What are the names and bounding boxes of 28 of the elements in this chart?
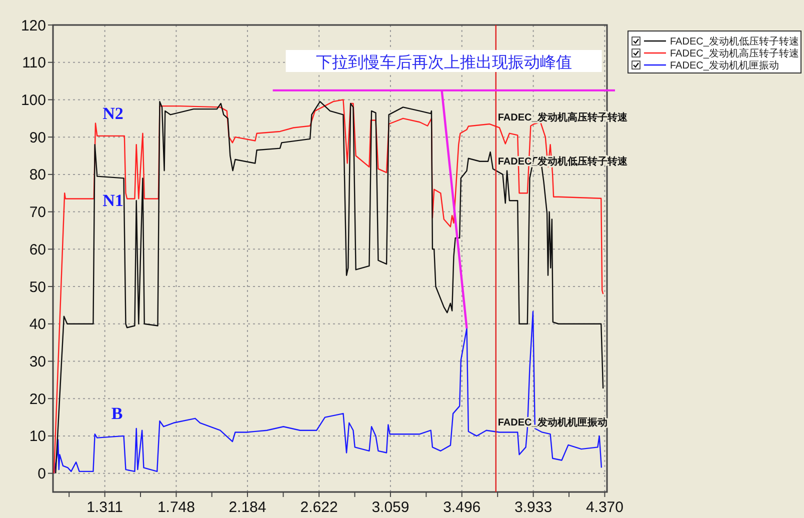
x-tick-label: 2.622 xyxy=(300,499,338,516)
x-tick-label: 2.184 xyxy=(228,499,266,516)
y-tick-label: 80 xyxy=(29,166,46,184)
x-tick-label: 3.933 xyxy=(514,499,552,516)
y-tick-label: 60 xyxy=(29,241,46,258)
y-tick-label: 50 xyxy=(29,278,46,296)
y-tick-label: 0 xyxy=(38,466,46,483)
y-tick-label: 70 xyxy=(29,204,46,222)
annotation: 下拉到慢车后再次上推出现振动峰值 xyxy=(316,54,572,72)
x-tick-label: 4.370 xyxy=(586,499,624,516)
annotation: N2 xyxy=(102,104,124,123)
annotation: N1 xyxy=(102,190,124,210)
legend-label: FADEC_发动机低压转子转速 xyxy=(670,36,799,48)
x-tick-label: 3.059 xyxy=(372,499,410,516)
x-tick-label: 1.748 xyxy=(157,499,195,516)
y-tick-label: 20 xyxy=(29,390,46,408)
y-tick-label: 40 xyxy=(29,316,46,334)
y-tick-label: 30 xyxy=(29,353,46,370)
y-tick-label: 120 xyxy=(20,17,46,34)
legend-label: FADEC_发动机高压转子转速 xyxy=(670,48,799,60)
y-tick-label: 90 xyxy=(29,129,46,146)
legend-label: FADEC_发动机机匣振动 xyxy=(670,60,779,72)
y-tick-label: 110 xyxy=(22,54,46,72)
x-tick-label: 3.496 xyxy=(443,499,481,516)
y-tick-label: 10 xyxy=(29,428,46,446)
annotation: B xyxy=(111,404,123,423)
y-tick-label: 100 xyxy=(20,92,46,109)
x-tick-label: 1.311 xyxy=(86,499,124,516)
